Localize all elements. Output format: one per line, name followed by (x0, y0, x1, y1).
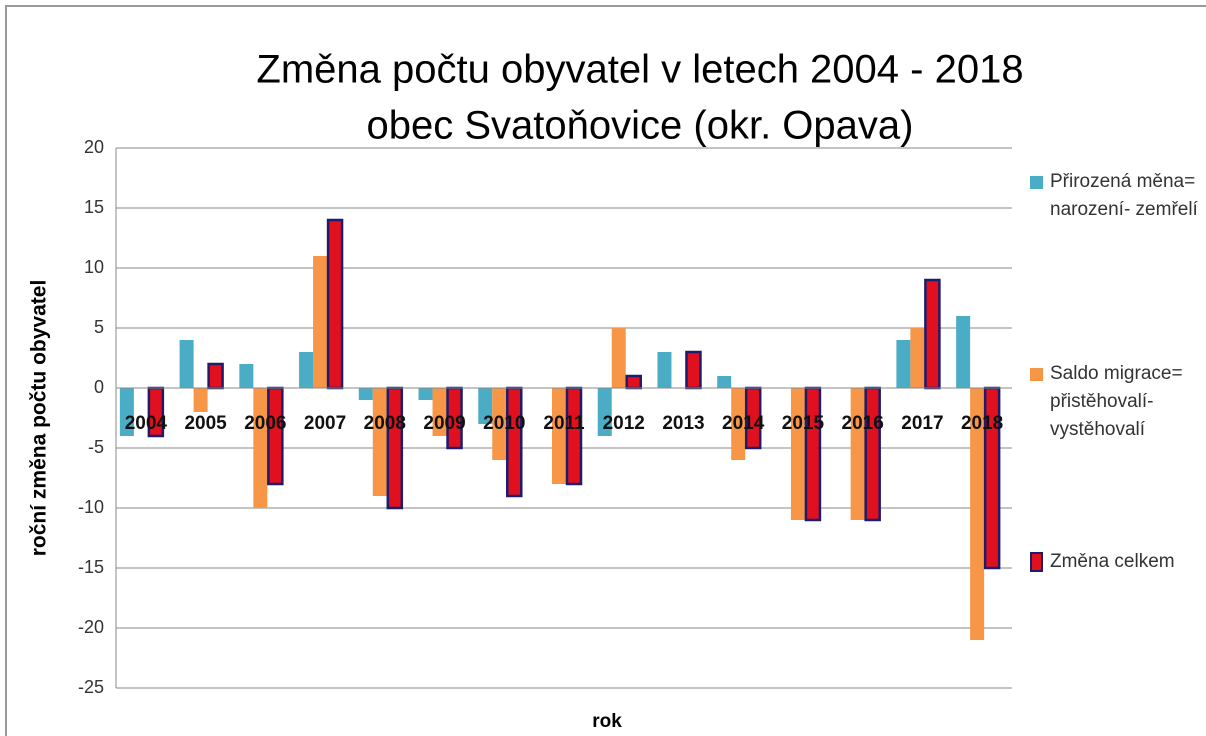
legend-label: Přirozená měna= narození- zemřelí (1050, 171, 1198, 220)
bar (506, 386, 523, 498)
x-tick-label: 2007 (304, 413, 346, 434)
x-tick-label: 2009 (423, 413, 465, 434)
bar (896, 340, 911, 388)
bar (299, 352, 314, 388)
y-tick-label: -5 (88, 437, 104, 457)
y-tick-label: 15 (84, 197, 104, 217)
bar (492, 388, 507, 460)
chart-border (5, 5, 1206, 736)
x-tick-label: 2004 (125, 413, 168, 434)
bar (432, 388, 447, 436)
bar (625, 374, 642, 390)
x-tick-label: 2006 (244, 413, 286, 434)
x-tick-label: 2014 (722, 413, 765, 434)
bar (386, 386, 404, 510)
bar (253, 388, 268, 508)
y-tick-label: -10 (78, 497, 104, 517)
bar (970, 388, 985, 640)
bar (119, 388, 134, 436)
bar (565, 386, 583, 486)
bar (864, 386, 881, 522)
x-axis-label: rok (592, 711, 622, 732)
bar (552, 388, 566, 484)
bar (358, 388, 373, 400)
y-tick-label: 0 (94, 377, 104, 397)
bar (418, 388, 433, 400)
legend-label: Saldo migrace= přistěhovalí- vystěhovalí (1050, 363, 1183, 440)
x-tick-label: 2016 (842, 413, 884, 434)
bar (267, 386, 284, 486)
bar (910, 328, 925, 388)
bar (313, 256, 328, 388)
bar (850, 388, 865, 520)
legend-swatch (1030, 368, 1043, 381)
x-tick-label: 2013 (662, 413, 704, 434)
bar (956, 316, 971, 388)
bar (326, 218, 344, 390)
x-tick-label: 2011 (543, 413, 585, 434)
bar (597, 388, 612, 436)
bar (611, 328, 626, 388)
legend-label: Změna celkem (1050, 551, 1175, 572)
chart-title: Změna počtu obyvatel v letech 2004 - 201… (256, 48, 1023, 92)
y-tick-label: -20 (78, 617, 104, 637)
x-tick-label: 2005 (184, 413, 227, 434)
y-tick-label: 20 (84, 137, 104, 157)
y-tick-label: 5 (94, 317, 104, 337)
legend-swatch (1030, 552, 1043, 572)
bar (193, 388, 208, 412)
y-axis-label: roční změna počtu obyvatel (28, 280, 51, 557)
x-tick-label: 2010 (483, 413, 525, 434)
bar (790, 388, 805, 520)
bar (657, 352, 672, 388)
bar (239, 364, 254, 388)
bar (478, 388, 493, 424)
bar (207, 362, 224, 390)
bar (731, 388, 746, 460)
y-tick-label: 10 (84, 257, 104, 277)
bar (685, 350, 702, 390)
y-tick-label: -25 (78, 677, 104, 697)
bar (179, 340, 194, 388)
x-tick-label: 2017 (901, 413, 943, 434)
bar (372, 388, 387, 496)
x-tick-label: 2015 (782, 413, 825, 434)
x-tick-label: 2018 (961, 413, 1003, 434)
x-tick-label: 2008 (364, 413, 406, 434)
bar (717, 376, 732, 388)
chart-subtitle: obec Svatoňovice (okr. Opava) (367, 104, 914, 148)
x-tick-label: 2012 (603, 413, 645, 434)
y-tick-label: -15 (78, 557, 104, 577)
bar (924, 278, 941, 390)
bar (804, 386, 822, 522)
legend-swatch (1030, 176, 1043, 189)
